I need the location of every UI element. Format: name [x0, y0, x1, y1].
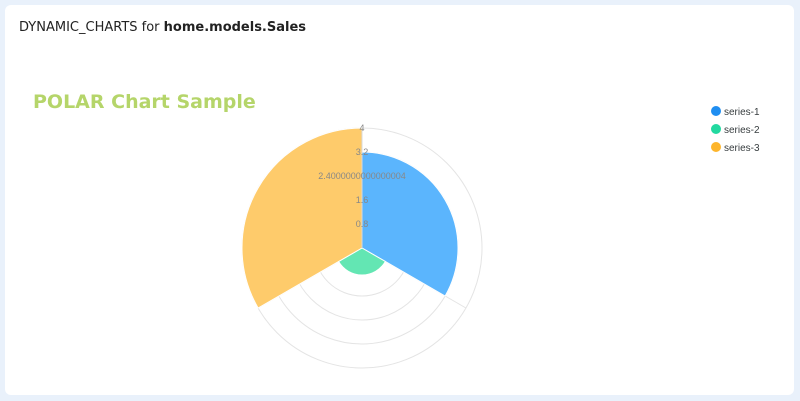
- page-title-model: home.models.Sales: [163, 20, 307, 35]
- legend-label-series-3: series-3: [724, 143, 760, 154]
- page-title-prefix: DYNAMIC_CHARTS for: [19, 20, 164, 35]
- tick-label: 1.6: [356, 195, 369, 205]
- chart-title: POLAR Chart Sample: [33, 91, 256, 113]
- legend-marker-series-2: [711, 124, 721, 134]
- radial-axis: 0.8 1.6 2.4000000000000004 3.2 4: [318, 123, 406, 248]
- sector-series-1: [361, 151, 459, 297]
- tick-label: 0.8: [356, 219, 369, 229]
- tick-label: 3.2: [356, 147, 369, 157]
- tick-label: 2.4000000000000004: [318, 171, 406, 181]
- legend: series-1 series-2 series-3: [711, 106, 760, 154]
- page-title: DYNAMIC_CHARTS for home.models.Sales: [19, 20, 306, 35]
- legend-marker-series-3: [711, 142, 721, 152]
- tick-label: 4: [359, 123, 364, 133]
- legend-label-series-2: series-2: [724, 125, 760, 136]
- sector-series-3: [241, 127, 363, 309]
- polar-sectors: [241, 127, 459, 309]
- legend-marker-series-1: [711, 106, 721, 116]
- legend-label-series-1: series-1: [724, 107, 760, 118]
